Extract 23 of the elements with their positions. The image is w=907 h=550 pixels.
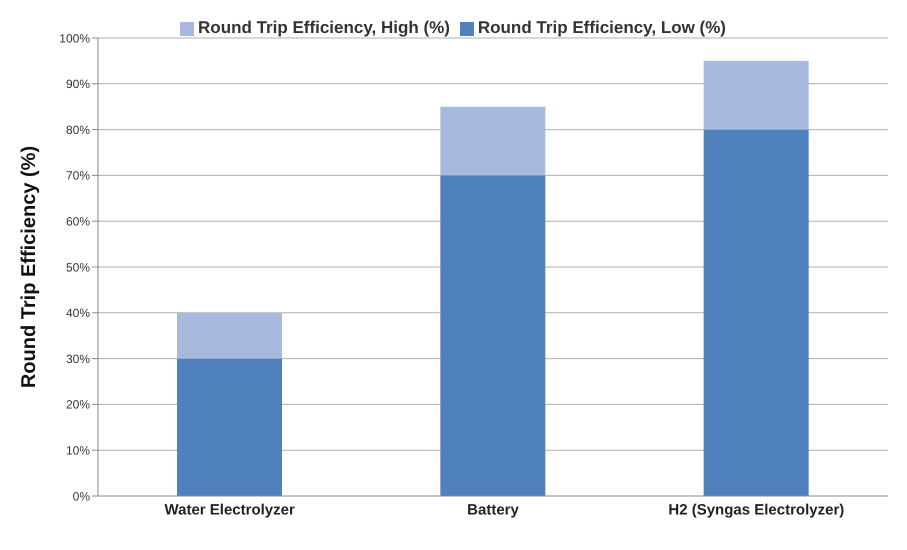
y-tick-label: 70% xyxy=(66,168,90,183)
y-tick-label: 30% xyxy=(66,352,90,366)
bar xyxy=(704,60,809,130)
y-tick-label: 20% xyxy=(66,398,90,412)
y-tick-label: 10% xyxy=(66,443,90,458)
bar xyxy=(177,358,282,496)
bar xyxy=(177,312,282,359)
y-tick-label: 50% xyxy=(66,260,90,274)
x-tick-label: Battery xyxy=(467,502,520,519)
y-tick-label: 90% xyxy=(66,77,90,92)
bar xyxy=(704,130,809,496)
legend-label: Round Trip Efficiency, High (%) xyxy=(198,18,450,37)
y-tick-label: 0% xyxy=(72,489,90,504)
x-tick-label: H2 (Syngas Electrolyzer) xyxy=(668,502,844,519)
y-tick-label: 40% xyxy=(66,306,90,320)
x-tick-label: Water Electrolyzer xyxy=(164,502,295,519)
y-tick-label: 100% xyxy=(59,31,90,46)
bar xyxy=(440,175,546,496)
bar xyxy=(440,106,546,176)
y-axis-title: Round Trip Efficiency (%) xyxy=(18,146,40,388)
y-tick-label: 80% xyxy=(66,122,90,137)
legend-label: Round Trip Efficiency, Low (%) xyxy=(478,18,726,37)
y-tick-label: 60% xyxy=(66,214,90,228)
